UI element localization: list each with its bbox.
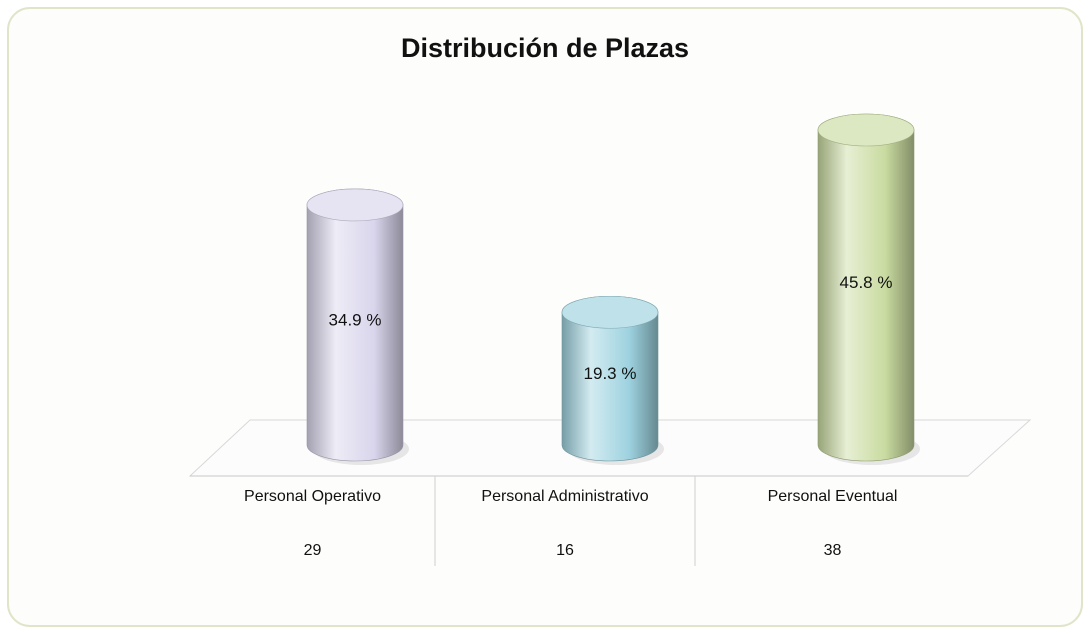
bar-top	[561, 295, 659, 329]
value-label: 34.9 %	[329, 310, 382, 329]
count-label: 38	[823, 542, 842, 559]
value-label: 19.3 %	[584, 364, 637, 383]
chart-title: Distribución de Plazas	[401, 33, 689, 63]
value-label: 45.8 %	[840, 273, 893, 292]
card	[7, 7, 1083, 627]
category-label: Personal Eventual	[767, 488, 898, 505]
category-label: Personal Operativo	[244, 488, 381, 505]
bar-top	[306, 188, 404, 222]
bar-top	[817, 113, 915, 147]
count-label: 29	[303, 542, 322, 559]
category-label: Personal Administrativo	[481, 488, 649, 505]
count-label: 16	[556, 542, 574, 559]
